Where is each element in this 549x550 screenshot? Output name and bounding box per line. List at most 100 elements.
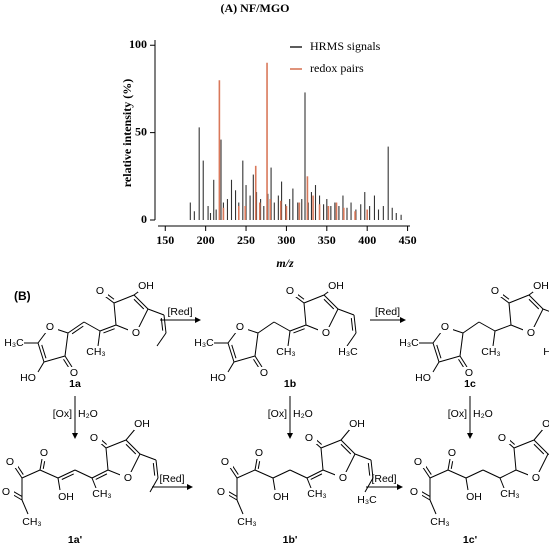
atom-label: O — [527, 327, 535, 339]
atom-label: O — [448, 447, 456, 459]
label-bg — [545, 346, 549, 358]
label-bg — [42, 321, 58, 333]
label-bg — [138, 280, 154, 292]
label-bg — [239, 516, 255, 528]
structure: H₃C HO O O CH₃ O OH O H₃C — [399, 280, 549, 384]
compound-label: 1b — [284, 378, 296, 390]
label-bg — [66, 367, 82, 379]
bond — [233, 355, 256, 363]
atom-label: CH₃ — [276, 346, 295, 358]
bond — [105, 439, 127, 449]
bond — [429, 499, 437, 515]
bond — [155, 459, 159, 479]
bond — [513, 447, 517, 471]
bond — [236, 499, 244, 515]
x-axis-label: m/z — [276, 256, 294, 270]
bond — [95, 473, 108, 480]
reagent-label: [Red] — [167, 306, 192, 318]
bond — [254, 332, 259, 357]
bond — [494, 324, 512, 332]
bond — [459, 332, 464, 357]
bond — [57, 469, 76, 479]
label-bg — [494, 432, 510, 444]
bond — [17, 465, 24, 475]
atom-label: OH — [349, 418, 365, 430]
label-bg — [359, 494, 375, 506]
bond — [64, 355, 73, 368]
bond — [425, 465, 432, 475]
bond — [436, 344, 442, 359]
bond — [320, 447, 324, 471]
reagent-label: H₂O — [473, 408, 493, 420]
label-bg — [273, 491, 289, 503]
bond — [254, 355, 263, 368]
bond — [105, 447, 109, 471]
atom-label: H₃C — [357, 494, 377, 506]
label-bg — [437, 321, 453, 333]
label-bg — [213, 486, 229, 498]
bond — [257, 461, 261, 469]
bond — [125, 443, 137, 455]
atom-label: O — [6, 456, 14, 468]
atom-label: O — [532, 472, 540, 484]
atom-label: OH — [138, 280, 154, 292]
bond — [447, 458, 451, 471]
label-bg — [542, 418, 549, 430]
reagent-label: [Ox] — [448, 408, 467, 420]
bond — [74, 469, 93, 479]
bond — [432, 342, 440, 363]
bond — [97, 330, 101, 347]
label-bg — [318, 327, 334, 339]
label-bg — [2, 456, 18, 468]
bond — [156, 332, 167, 347]
bond — [492, 330, 496, 347]
label-bg — [88, 346, 104, 358]
atom-label: CH₃ — [92, 488, 111, 500]
atom-label: O — [221, 456, 229, 468]
bond — [354, 453, 372, 461]
label-bg — [483, 346, 499, 358]
bond — [41, 344, 47, 359]
label-bg — [461, 367, 477, 379]
bond — [133, 294, 149, 310]
bond — [273, 321, 291, 332]
label-bg — [301, 432, 317, 444]
label-bg — [278, 346, 294, 358]
bond — [528, 294, 544, 310]
atom-label: OH — [273, 491, 289, 503]
label-bg — [24, 516, 40, 528]
bond — [64, 332, 69, 357]
label-bg — [128, 327, 144, 339]
bond — [508, 302, 512, 326]
bond — [232, 465, 239, 475]
atom-label: H₃C — [543, 346, 549, 358]
atom-label: O — [90, 432, 98, 444]
bond — [370, 459, 374, 479]
label-bg — [217, 456, 233, 468]
label-bg — [256, 367, 272, 379]
label-bg — [36, 447, 52, 459]
bond — [91, 469, 109, 479]
compound-label: 1b' — [283, 534, 298, 546]
structure: H₃C HO O O CH₃ O OH O — [4, 280, 167, 384]
scheme-label: (B) — [14, 289, 31, 303]
bond — [125, 439, 141, 455]
atom-label: O — [70, 367, 78, 379]
bond — [254, 469, 274, 479]
bond — [542, 308, 549, 312]
label-bg — [415, 372, 431, 384]
bond — [139, 453, 157, 461]
atom-label: O — [491, 285, 499, 297]
y-axis-label: relative intensity (%) — [120, 79, 134, 187]
bond — [113, 294, 135, 304]
y-tick-label: 50 — [135, 124, 147, 138]
atom-label: O — [339, 472, 347, 484]
compound-label: 1c — [464, 378, 476, 390]
x-tick-label: 150 — [156, 233, 174, 247]
bond — [350, 317, 354, 331]
label-bg — [466, 491, 482, 503]
label-bg — [120, 472, 136, 484]
label-bg — [86, 432, 102, 444]
atom-label: OH — [134, 418, 150, 430]
bond — [152, 462, 156, 476]
